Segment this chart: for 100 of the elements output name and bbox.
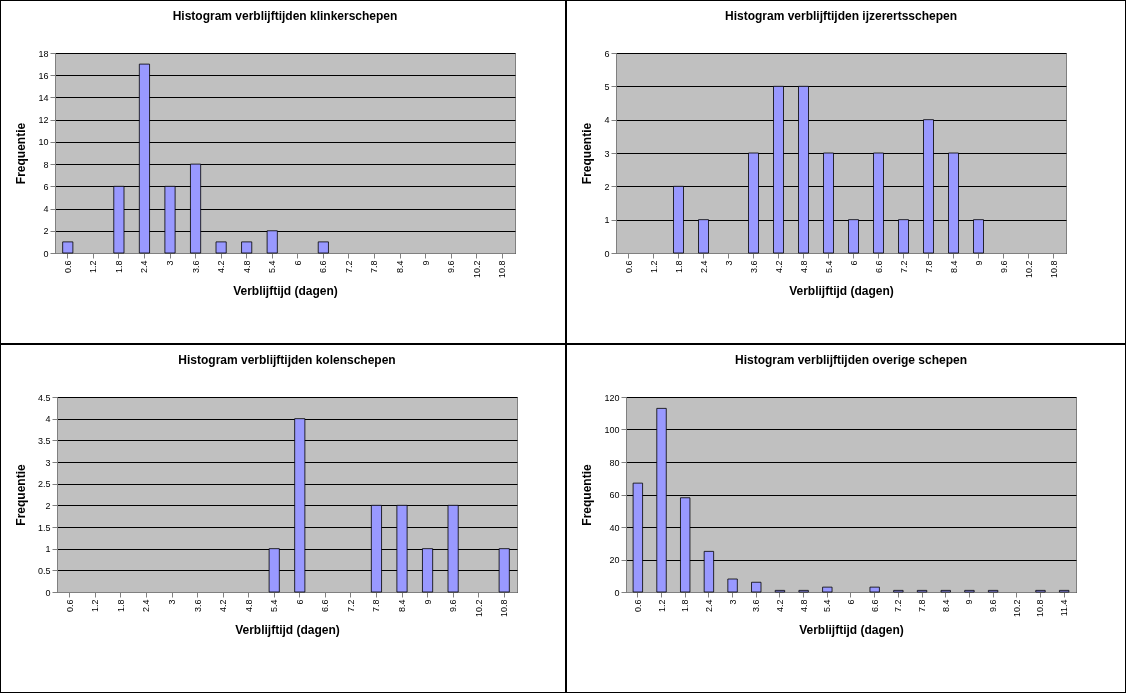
y-tick-label: 8	[43, 159, 49, 170]
x-tick-label: 3.6	[192, 599, 203, 613]
x-tick-label: 3.6	[748, 260, 759, 274]
y-tick-label: 12	[38, 115, 49, 126]
y-tick-label: 1.5	[37, 522, 51, 533]
y-tick-label: 6	[604, 48, 610, 59]
y-tick-label: 0.5	[37, 565, 51, 576]
x-tick-label: 7.2	[343, 260, 354, 274]
x-tick-label: 1.2	[88, 260, 99, 274]
y-tick-label: 16	[38, 70, 49, 81]
x-tick-label: 10.8	[1048, 260, 1059, 279]
x-tick-label: 8.4	[948, 260, 959, 274]
x-tick-label: 6.6	[869, 599, 880, 613]
x-tick-label: 6.6	[318, 260, 329, 274]
y-tick-label: 4	[43, 204, 49, 215]
x-tick-label: 0.6	[62, 260, 73, 274]
x-tick-label: 0.6	[623, 260, 634, 274]
x-tick-label: 7.8	[917, 599, 928, 613]
x-tick-label: 10.8	[497, 260, 508, 279]
bar	[62, 241, 74, 254]
y-tick-label: 4	[604, 115, 610, 126]
x-tick-label: 7.8	[369, 260, 380, 274]
x-tick-label: 11.4	[1059, 599, 1070, 617]
x-tick-label: 10.8	[499, 599, 510, 618]
y-tick-label: 60	[609, 490, 620, 500]
x-tick-label: 1.8	[673, 260, 684, 274]
y-axis-title: Frequentie	[13, 464, 28, 526]
x-tick-label: 9.6	[448, 599, 459, 613]
y-tick-label: 4	[45, 414, 51, 425]
y-tick-label: 120	[604, 392, 620, 403]
x-axis-title: Verblijftijd (dagen)	[233, 284, 338, 299]
x-tick-label: 4.2	[218, 599, 229, 613]
x-tick-label: 10.2	[1011, 599, 1022, 618]
x-tick-label: 1.8	[115, 599, 126, 613]
x-tick-label: 7.8	[923, 260, 934, 274]
x-tick-label: 6.6	[320, 599, 331, 613]
y-tick-label: 40	[609, 522, 620, 533]
x-tick-label: 1.8	[113, 260, 124, 274]
x-axis-title: Verblijftijd (dagen)	[799, 623, 904, 638]
x-tick-label: 7.2	[345, 599, 356, 613]
y-tick-label: 2.5	[37, 479, 51, 490]
x-tick-label: 4.8	[243, 599, 254, 613]
x-tick-label: 10.2	[471, 260, 482, 279]
x-tick-label: 10.2	[1023, 260, 1034, 279]
x-tick-label: 7.2	[898, 260, 909, 274]
y-tick-label: 0	[604, 248, 610, 259]
y-axis-title: Frequentie	[580, 464, 595, 526]
x-tick-label: 3	[167, 599, 177, 605]
x-tick-label: 5.4	[269, 599, 280, 613]
y-tick-label: 3	[45, 457, 51, 468]
x-tick-label: 4.2	[773, 260, 784, 274]
x-tick-label: 2.4	[703, 599, 714, 613]
bar	[727, 578, 738, 593]
x-tick-label: 6	[294, 599, 305, 605]
x-tick-label: 4.2	[774, 599, 785, 613]
x-tick-label: 5.4	[267, 260, 278, 274]
x-tick-label: 8.4	[395, 260, 405, 274]
chart-title: Histogram verblijftijden kolenschepen	[178, 353, 396, 367]
x-tick-label: 9	[420, 260, 431, 266]
x-tick-label: 4.8	[241, 260, 252, 274]
y-tick-label: 0	[43, 248, 49, 259]
x-tick-label: 3	[165, 260, 175, 266]
y-tick-label: 4.5	[37, 392, 51, 403]
x-tick-label: 6	[292, 260, 303, 266]
bar	[215, 241, 227, 254]
x-tick-label: 3.6	[751, 599, 762, 613]
y-tick-label: 10	[38, 137, 49, 148]
bar	[751, 581, 762, 593]
bar	[869, 586, 880, 593]
bar	[241, 241, 253, 254]
y-tick-label: 1	[45, 544, 51, 555]
x-tick-label: 9	[964, 599, 975, 605]
x-tick-label: 9	[973, 260, 984, 266]
x-tick-label: 9.6	[446, 260, 457, 274]
x-tick-label: 9	[422, 599, 433, 605]
y-tick-label: 0	[614, 587, 620, 598]
bar	[317, 241, 329, 254]
x-tick-label: 10.8	[1035, 599, 1046, 618]
x-tick-label: 8.4	[940, 599, 951, 613]
y-tick-label: 2	[604, 181, 610, 192]
y-tick-label: 2	[43, 226, 49, 237]
y-tick-label: 80	[609, 457, 620, 468]
y-tick-label: 1	[604, 215, 610, 226]
x-tick-label: 0.6	[64, 599, 75, 613]
x-tick-label: 2.4	[141, 599, 152, 613]
x-tick-label: 4.8	[798, 260, 809, 274]
x-tick-label: 8.4	[397, 599, 407, 613]
x-tick-label: 2.4	[698, 260, 709, 274]
x-tick-label: 4.8	[798, 599, 809, 613]
y-tick-label: 2	[45, 500, 51, 511]
x-tick-label: 6	[846, 599, 856, 605]
y-tick-label: 5	[604, 81, 610, 92]
y-tick-label: 14	[38, 92, 49, 103]
x-tick-label: 10.2	[473, 599, 484, 618]
y-tick-label: 3	[604, 148, 610, 159]
y-axis-title: Frequentie	[14, 122, 29, 185]
bar	[822, 586, 833, 593]
y-axis-title: Frequentie	[580, 122, 595, 185]
x-tick-label: 3.6	[190, 260, 201, 274]
x-axis-title: Verblijftijd (dagen)	[789, 284, 894, 299]
